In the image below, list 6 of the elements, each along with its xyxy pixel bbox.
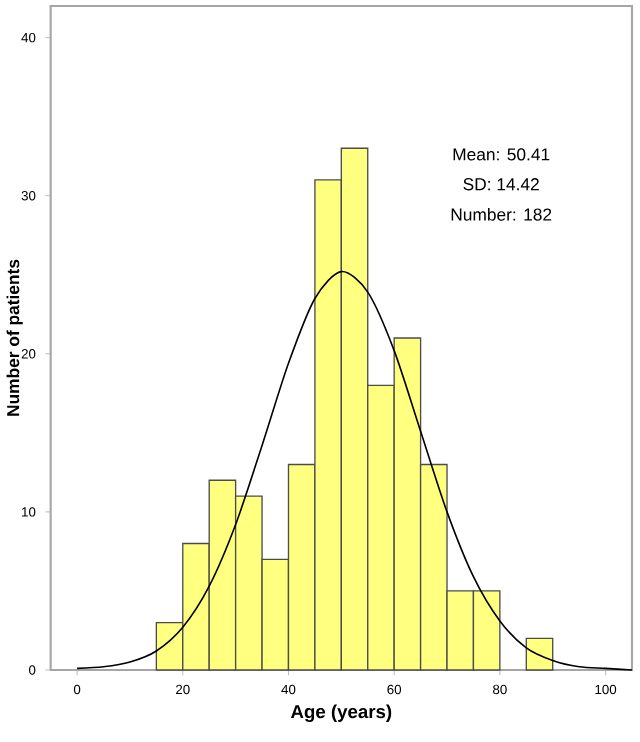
y-axis-title: Number of patients [6, 259, 23, 416]
line-series [76, 270, 633, 671]
annotation: Mean: 50.41 [453, 148, 550, 161]
annotation: Number: 182 [451, 208, 552, 221]
annotation: SD: 14.42 [463, 178, 539, 191]
x-axis-title: Age (years) [290, 704, 392, 722]
